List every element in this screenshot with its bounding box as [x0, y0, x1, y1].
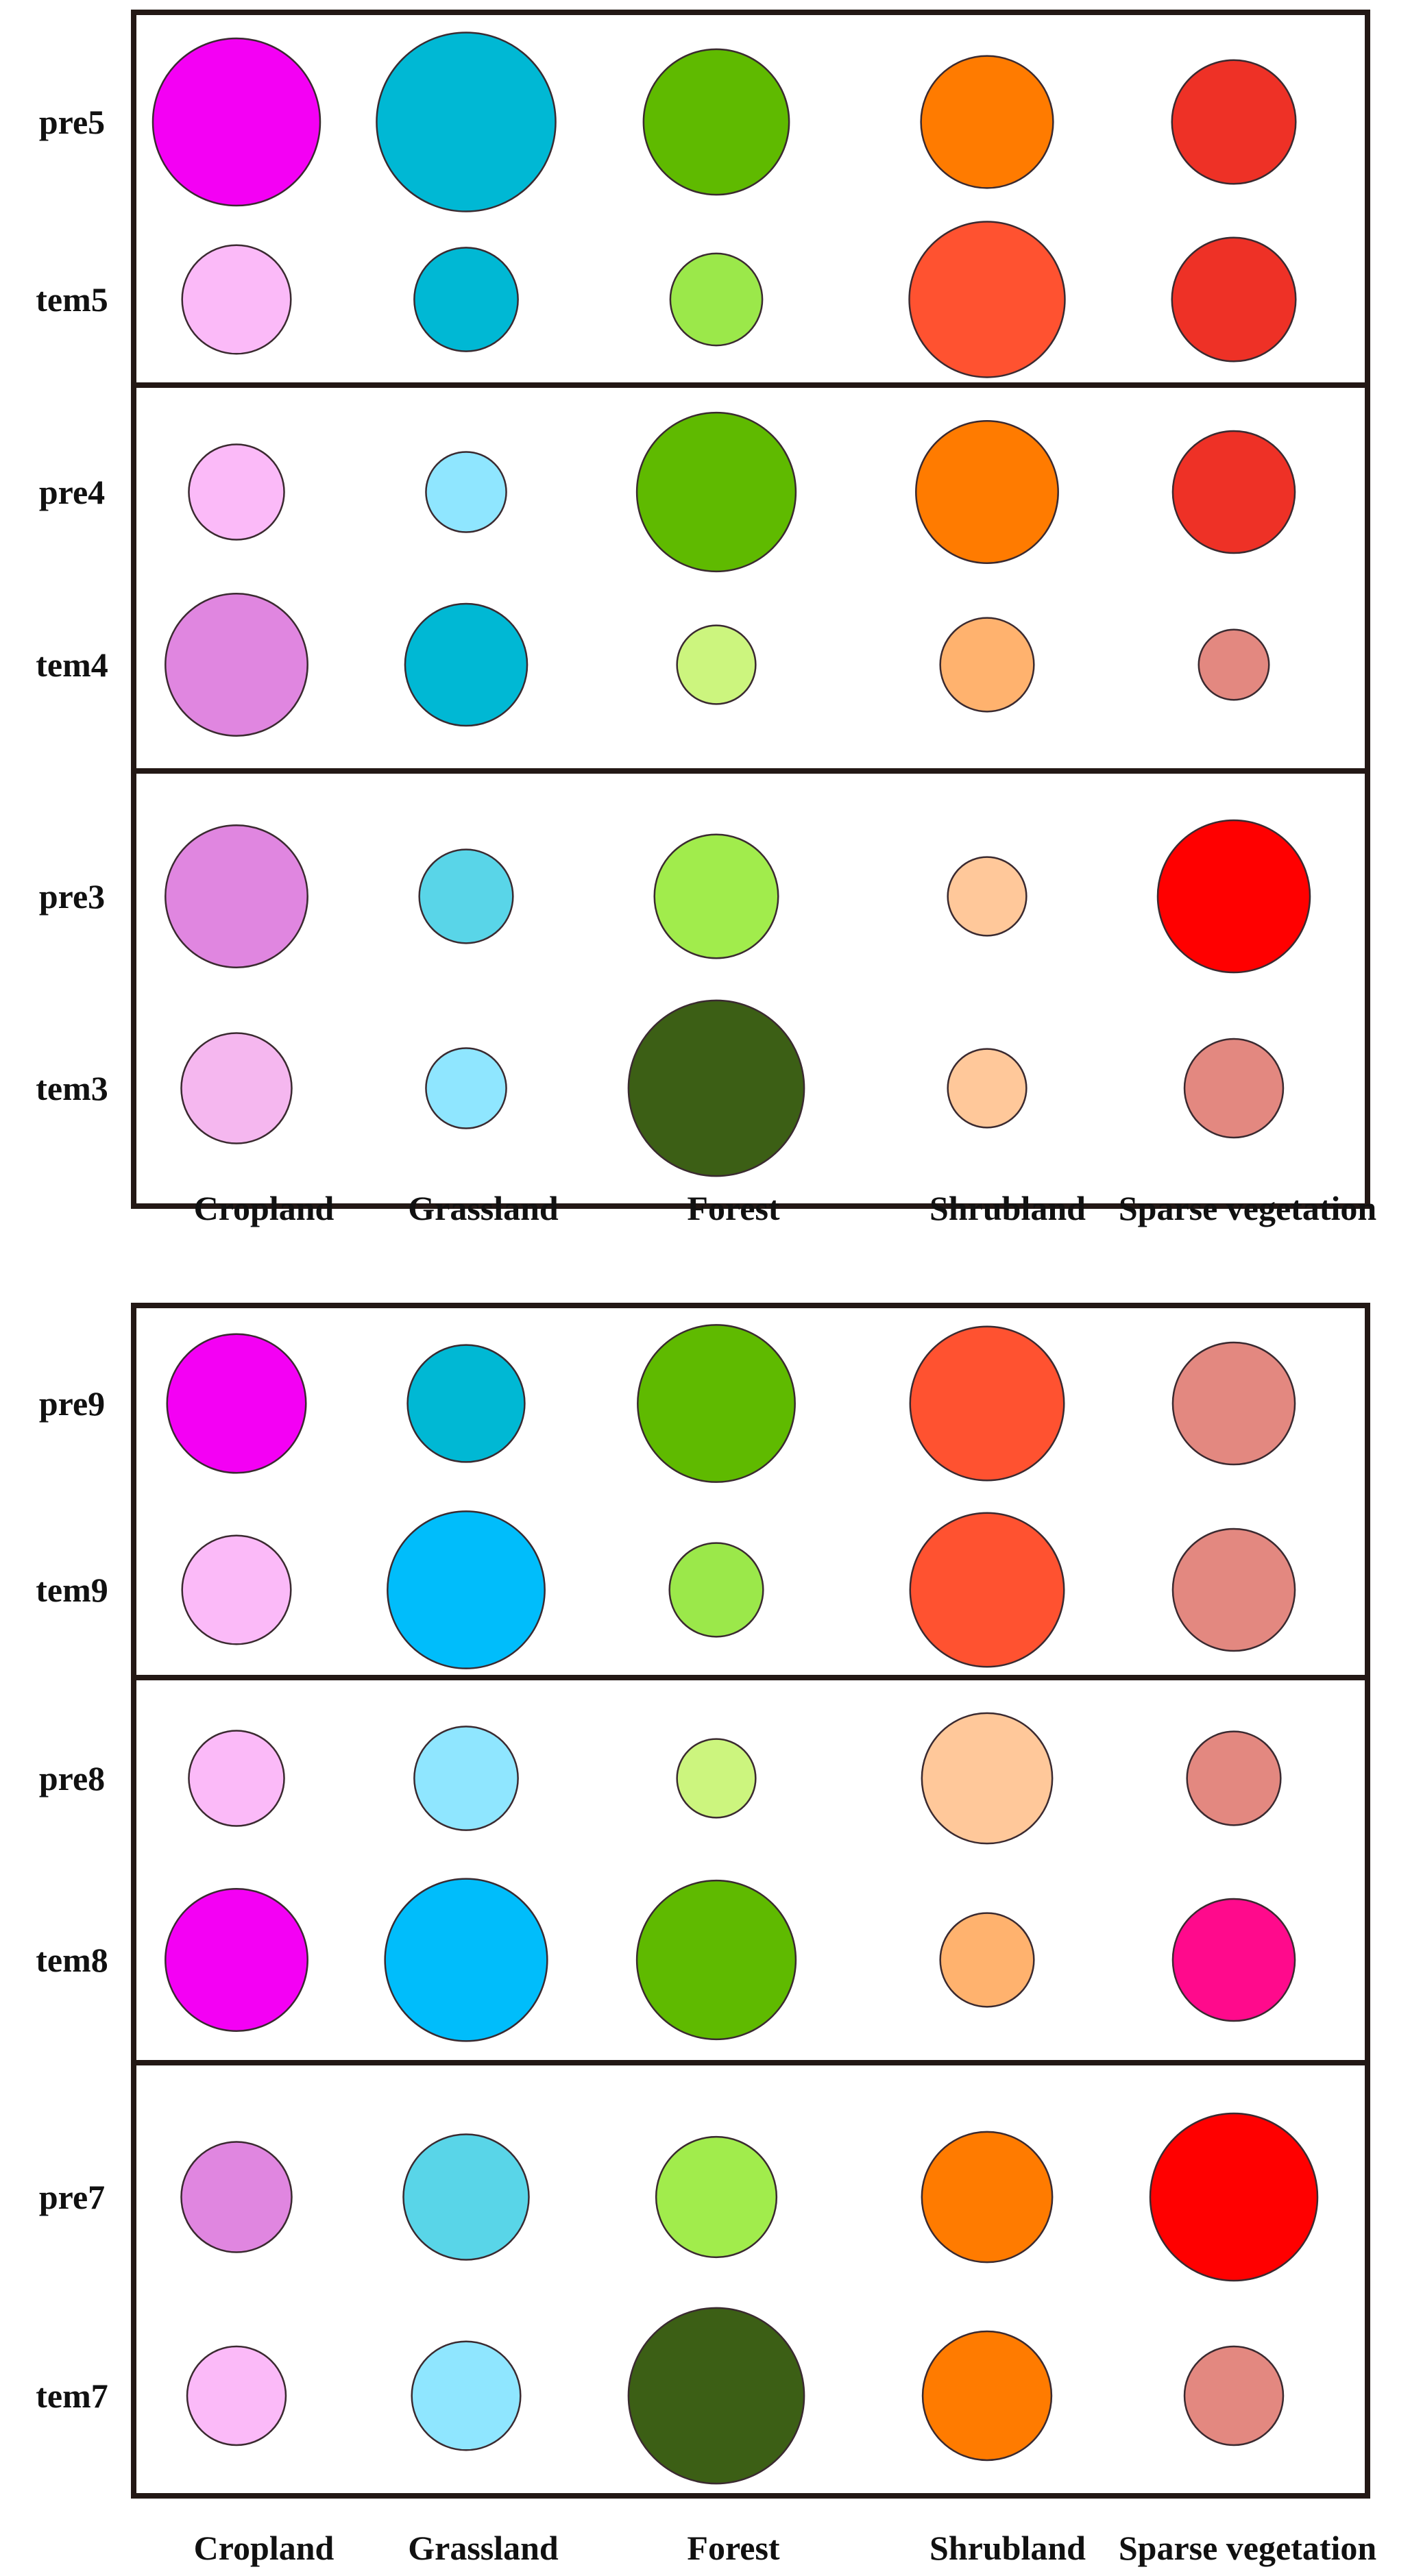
category-label: Forest — [687, 1189, 779, 1227]
bubble — [180, 2141, 293, 2253]
bubble — [181, 1534, 292, 1645]
bubble — [181, 244, 292, 355]
bubble — [921, 1712, 1054, 1845]
bubble — [920, 55, 1054, 189]
bubble — [166, 1333, 307, 1474]
bubble — [1171, 430, 1296, 554]
panel-frame — [131, 10, 1370, 1209]
category-label: Cropland — [194, 2529, 335, 2567]
bubble — [627, 999, 805, 1177]
bubble — [402, 2133, 530, 2261]
bubble — [413, 1726, 519, 1831]
bubble — [1183, 1038, 1285, 1139]
bubble — [1186, 1730, 1282, 1826]
row-label: pre3 — [39, 877, 105, 916]
bubble — [676, 624, 757, 705]
bubble — [676, 1738, 757, 1819]
panel-frame — [131, 1303, 1370, 2499]
bubble — [1171, 1898, 1296, 2022]
bubble — [642, 48, 790, 196]
bubble — [151, 37, 321, 207]
category-label: Sparse vegetation — [1119, 2529, 1377, 2567]
row-label: pre5 — [39, 103, 105, 141]
bubble — [1171, 1341, 1296, 1466]
bubble — [653, 833, 779, 959]
bubble — [909, 1325, 1065, 1482]
bubble — [1171, 1528, 1296, 1652]
bubble — [1156, 819, 1311, 974]
row-label: pre7 — [39, 2178, 105, 2216]
bubble — [921, 2330, 1053, 2462]
bubble — [1183, 2345, 1285, 2446]
bubble — [627, 2307, 805, 2485]
bubble — [425, 1047, 507, 1129]
category-label: Sparse vegetation — [1119, 1189, 1377, 1227]
bubble — [1198, 628, 1270, 701]
row-label: pre8 — [39, 1759, 105, 1798]
row-label: tem7 — [36, 2377, 108, 2415]
bubble — [406, 1344, 526, 1463]
bubble — [165, 824, 308, 968]
bubble — [635, 1879, 797, 2041]
row-label: tem8 — [36, 1941, 108, 1979]
bubble — [635, 411, 797, 573]
bubble — [909, 1512, 1065, 1668]
category-label: Shrubland — [929, 2529, 1086, 2567]
bubble — [376, 32, 557, 212]
bubble — [939, 1912, 1035, 2008]
bubble — [655, 2135, 778, 2259]
bubble — [668, 1542, 764, 1638]
category-label: Shrubland — [929, 1189, 1086, 1227]
bubble — [1171, 59, 1297, 185]
bubble — [939, 617, 1035, 713]
bubble — [947, 1048, 1028, 1129]
row-label: tem5 — [36, 280, 108, 319]
bubble — [188, 1730, 285, 1827]
row-label: tem3 — [36, 1069, 108, 1107]
bubble — [908, 221, 1066, 378]
bubble — [418, 848, 514, 944]
bubble — [165, 1888, 308, 2032]
category-label: Grassland — [408, 2529, 559, 2567]
row-label: tem4 — [36, 646, 108, 684]
category-label: Forest — [687, 2529, 779, 2567]
bubble — [411, 2340, 522, 2451]
bubble — [669, 252, 764, 347]
category-label: Grassland — [408, 1189, 559, 1227]
bubble — [165, 593, 308, 737]
row-label: pre9 — [39, 1384, 105, 1423]
bubble — [186, 2345, 287, 2446]
bubble — [637, 1324, 796, 1483]
bubble — [947, 856, 1028, 937]
bubble — [1171, 236, 1297, 363]
bubble — [1149, 2112, 1319, 2282]
row-label: tem9 — [36, 1571, 108, 1609]
bubble — [413, 247, 519, 352]
bubble — [425, 451, 507, 533]
bubble — [387, 1510, 546, 1669]
category-label: Cropland — [194, 1189, 335, 1227]
bubble — [188, 443, 285, 541]
row-label: pre4 — [39, 473, 105, 511]
bubble — [404, 602, 528, 727]
bubble — [921, 2131, 1054, 2264]
bubble — [384, 1878, 548, 2042]
bubble — [180, 1032, 293, 1144]
bubble — [915, 420, 1059, 564]
